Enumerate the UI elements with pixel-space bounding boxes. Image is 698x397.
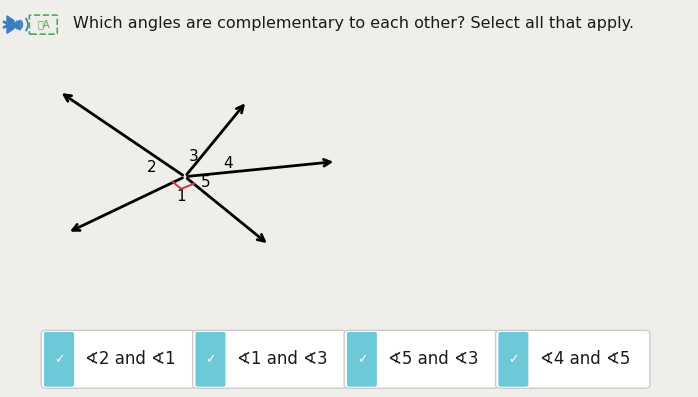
Text: 4: 4 [223,156,233,172]
Text: ✓: ✓ [508,353,519,366]
Text: ∢1 and ∢3: ∢1 and ∢3 [237,350,327,368]
Text: 文A: 文A [37,19,50,30]
FancyBboxPatch shape [44,332,74,387]
Text: 5: 5 [201,175,211,190]
FancyBboxPatch shape [195,332,225,387]
FancyBboxPatch shape [344,330,498,388]
Text: 2: 2 [147,160,156,175]
Text: 3: 3 [188,148,198,164]
FancyBboxPatch shape [347,332,377,387]
Polygon shape [7,16,14,33]
Text: ✓: ✓ [54,353,64,366]
Text: ∢5 and ∢3: ∢5 and ∢3 [388,350,479,368]
Text: 1: 1 [177,189,186,204]
Text: ◀: ◀ [9,17,21,32]
Text: ∢2 and ∢1: ∢2 and ∢1 [85,350,176,368]
FancyBboxPatch shape [496,330,650,388]
FancyBboxPatch shape [193,330,347,388]
Text: )): )) [14,19,23,30]
FancyBboxPatch shape [498,332,528,387]
FancyBboxPatch shape [41,330,195,388]
Text: ✓: ✓ [357,353,367,366]
Text: ✓: ✓ [205,353,216,366]
Text: ∢4 and ∢5: ∢4 and ∢5 [540,350,630,368]
Text: Which angles are complementary to each other? Select all that apply.: Which angles are complementary to each o… [73,16,634,31]
